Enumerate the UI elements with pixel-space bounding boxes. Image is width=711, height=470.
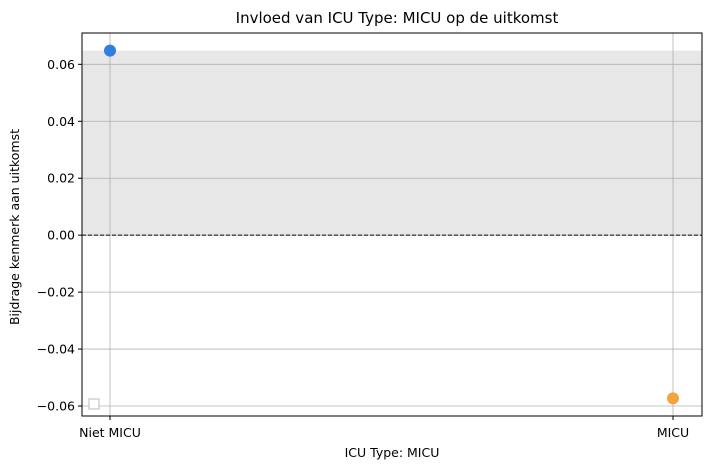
x-axis-label: ICU Type: MICU bbox=[345, 445, 440, 460]
y-tick-label: −0.02 bbox=[37, 285, 75, 300]
y-tick-label: 0.06 bbox=[47, 57, 75, 72]
y-tick-label: 0.02 bbox=[47, 171, 75, 186]
chart-title: Invloed van ICU Type: MICU op de uitkoms… bbox=[236, 9, 559, 27]
x-ticks: Niet MICU MICU bbox=[79, 416, 689, 440]
x-tick-label: Niet MICU bbox=[79, 425, 141, 440]
points bbox=[104, 44, 679, 405]
data-point bbox=[667, 392, 679, 405]
y-ticks: −0.06 −0.04 −0.02 0.00 0.02 0.04 0.06 bbox=[37, 57, 82, 414]
legend-marker bbox=[88, 398, 100, 410]
plot-frame bbox=[81, 32, 703, 417]
y-tick-label: 0.00 bbox=[47, 228, 75, 243]
y-tick-label: 0.04 bbox=[47, 114, 75, 129]
y-axis-label: Bijdrage kenmerk aan uitkomst bbox=[7, 129, 22, 325]
data-point bbox=[104, 44, 116, 57]
x-tick-label: MICU bbox=[657, 425, 689, 440]
shaded-band bbox=[82, 50, 702, 236]
y-tick-label: −0.04 bbox=[37, 342, 75, 357]
y-tick-label: −0.06 bbox=[37, 399, 75, 414]
